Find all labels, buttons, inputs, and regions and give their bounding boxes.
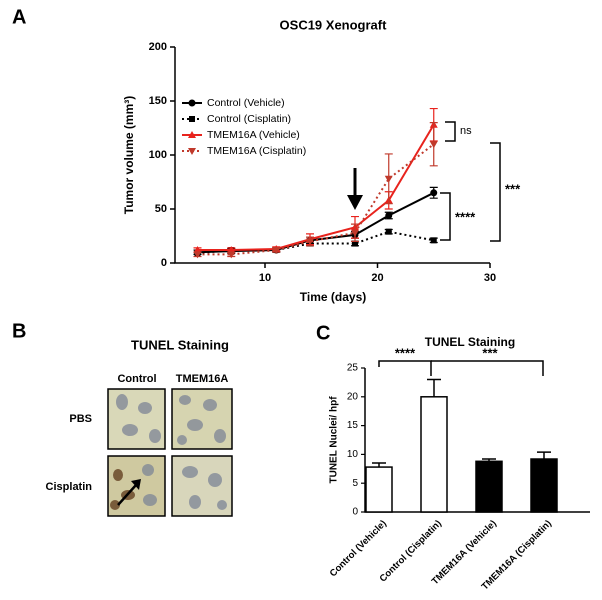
y-tick-label: 25 <box>347 363 359 374</box>
legend-marker <box>188 131 196 138</box>
y-tick-label: 5 <box>352 478 358 489</box>
point <box>193 246 202 254</box>
point <box>384 175 393 183</box>
y-tick-label: 0 <box>352 507 358 518</box>
point <box>351 229 359 237</box>
y-tick-label: 150 <box>149 95 167 107</box>
point <box>429 141 438 149</box>
annotation: ns <box>460 125 472 137</box>
error-bar <box>427 378 441 397</box>
legend-label: Control (Cisplatin) <box>207 113 291 125</box>
row-label: PBS <box>69 413 92 425</box>
point <box>430 237 437 244</box>
panel-title: TUNEL Staining <box>131 337 229 352</box>
legend-marker <box>188 99 196 107</box>
legend-label: Control (Vehicle) <box>207 97 285 109</box>
point <box>227 251 236 259</box>
y-tick-label: 200 <box>149 41 167 53</box>
point <box>385 211 393 219</box>
row-label: Cisplatin <box>46 481 93 493</box>
y-axis-label: Tumor volume (mm³) <box>122 96 136 214</box>
point <box>193 251 202 259</box>
x-tick-label: Control (Vehicle) <box>328 518 389 579</box>
point <box>306 238 314 246</box>
point <box>430 189 438 197</box>
legend-label: TMEM16A (Vehicle) <box>207 129 300 141</box>
panel-letter: A <box>12 6 26 28</box>
legend-marker <box>188 148 196 155</box>
bracket <box>445 121 456 142</box>
column-label: TMEM16A <box>176 373 229 385</box>
point <box>385 228 392 235</box>
y-tick-label: 10 <box>347 449 359 460</box>
series-line <box>197 191 435 254</box>
micrographs <box>107 388 233 517</box>
x-tick-label: 20 <box>371 272 383 284</box>
annotation: *** <box>505 181 521 196</box>
legend-marker <box>189 116 195 122</box>
series-line <box>197 124 435 252</box>
column-label: Control <box>117 373 156 385</box>
arrow-head <box>347 195 363 210</box>
chart-title: OSC19 Xenograft <box>280 17 388 32</box>
bracket <box>431 360 544 376</box>
bracket <box>440 192 451 241</box>
panel-letter: B <box>12 320 26 342</box>
y-tick-label: 50 <box>155 203 167 215</box>
x-tick-label: 30 <box>484 272 496 284</box>
legend-label: TMEM16A (Cisplatin) <box>207 145 306 157</box>
panel-letter: C <box>316 322 330 344</box>
error-bar <box>537 451 551 460</box>
annotation: **** <box>395 345 416 360</box>
point <box>272 247 281 255</box>
bar <box>475 460 503 513</box>
bar <box>365 466 393 513</box>
x-tick-label: 10 <box>259 272 271 284</box>
chart-title: TUNEL Staining <box>425 335 515 349</box>
y-tick-label: 100 <box>149 149 167 161</box>
x-axis-label: Time (days) <box>300 290 366 304</box>
point <box>352 240 358 247</box>
annotation: *** <box>482 345 498 360</box>
bar <box>420 396 448 513</box>
y-tick-label: 0 <box>161 257 167 269</box>
annotation: **** <box>455 209 476 224</box>
y-axis-label: TUNEL Nuclei/ hpf <box>329 396 340 484</box>
y-tick-label: 15 <box>347 420 359 431</box>
bracket <box>490 142 501 242</box>
y-tick-label: 20 <box>347 391 359 402</box>
point <box>227 246 236 254</box>
bar <box>530 458 558 513</box>
bracket <box>378 360 432 376</box>
